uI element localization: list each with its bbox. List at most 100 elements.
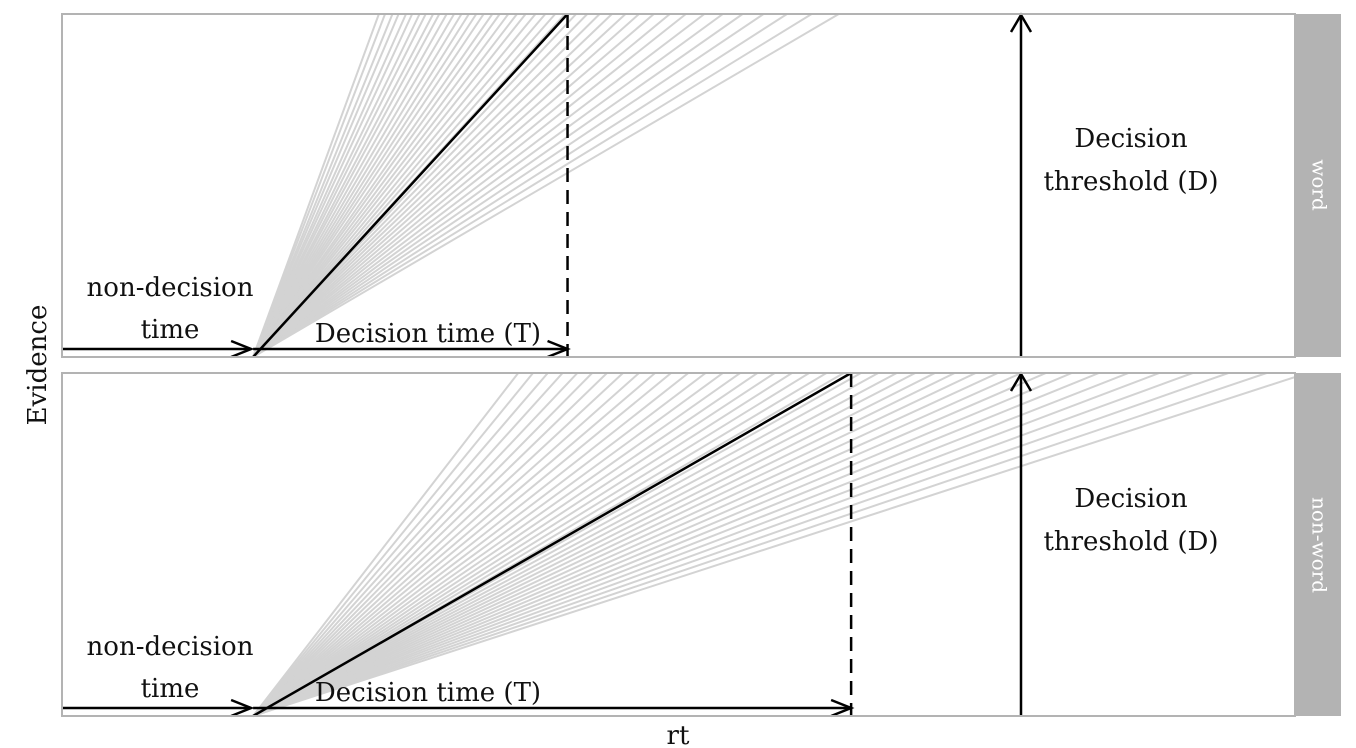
sample-line	[252, 373, 1047, 716]
sample-line	[252, 373, 549, 716]
sample-line	[252, 373, 898, 716]
sample-line	[252, 14, 724, 357]
sample-line	[252, 373, 1194, 716]
sample-line	[252, 373, 1129, 716]
threshold-label-line2: threshold (D)	[1043, 167, 1218, 197]
sample-line	[252, 373, 741, 716]
decision-time-arrowhead	[830, 698, 855, 718]
sample-line	[252, 14, 510, 357]
sample-line	[252, 14, 640, 357]
sample-line	[252, 14, 547, 357]
sample-line	[252, 14, 386, 357]
sample-line	[252, 14, 588, 357]
sample-line	[252, 373, 879, 716]
sample-line	[252, 14, 744, 357]
sample-line	[252, 14, 448, 357]
sample-line	[252, 373, 689, 716]
sample-line	[252, 373, 1073, 716]
threshold-label-line1: Decision	[1074, 484, 1187, 514]
sample-line	[252, 14, 705, 357]
sample-line	[252, 14, 537, 357]
sample-lines	[252, 14, 840, 357]
sample-line	[252, 373, 810, 716]
sample-line	[252, 373, 1160, 716]
sample-line	[252, 373, 672, 716]
sample-line	[252, 373, 707, 716]
sample-line	[252, 373, 999, 716]
nondecision-label-line1: non-decision	[87, 273, 254, 303]
sample-line	[252, 14, 601, 357]
sample-line	[252, 14, 518, 357]
decision-time-label: Decision time (T)	[315, 319, 541, 349]
sample-line	[252, 373, 579, 716]
sample-line	[252, 14, 455, 357]
panel-marks	[62, 12, 1033, 359]
sample-line	[252, 373, 1267, 716]
sample-line	[252, 373, 564, 716]
sample-line	[252, 373, 793, 716]
sample-line	[252, 373, 1229, 716]
nondecision-label-line2: time	[141, 674, 200, 704]
sample-line	[252, 373, 640, 716]
sample-line	[252, 14, 687, 357]
sample-line	[252, 373, 916, 716]
sample-line	[252, 373, 776, 716]
sample-line	[252, 14, 556, 357]
threshold-label-line2: threshold (D)	[1043, 527, 1218, 557]
sample-line	[252, 14, 527, 357]
sample-line	[252, 14, 671, 357]
sample-line	[252, 14, 627, 357]
nondecision-arrowhead	[230, 339, 255, 359]
facet-label: non-word	[1308, 497, 1332, 593]
nondecision-label-line1: non-decision	[87, 632, 254, 662]
sample-line	[252, 14, 788, 357]
sample-line	[252, 14, 463, 357]
sample-line	[252, 14, 655, 357]
panel-marks	[62, 371, 1033, 718]
sample-line	[252, 14, 813, 357]
sample-line	[252, 14, 414, 357]
sample-line	[252, 373, 977, 716]
sample-line	[252, 373, 956, 716]
decision-time-label: Decision time (T)	[315, 678, 541, 708]
sample-line	[252, 373, 656, 716]
sample-line	[252, 375, 1295, 716]
mean-drift-line	[252, 13, 569, 358]
sample-line	[252, 373, 758, 716]
sample-line	[252, 373, 608, 716]
panel-word: word non-decision time Decision time (T)…	[61, 12, 1341, 359]
sample-line	[252, 373, 1100, 716]
sample-line	[252, 14, 765, 357]
sample-line	[252, 373, 936, 716]
y-axis-title: Evidence	[23, 305, 53, 426]
facet-strip	[1296, 14, 1341, 357]
decision-time-arrowhead	[547, 339, 571, 359]
mean-drift-line	[252, 371, 852, 718]
sample-lines	[252, 373, 1295, 716]
sample-line	[252, 14, 613, 357]
sample-line	[252, 14, 478, 357]
panel-non-word: non-word non-decision time Decision time…	[61, 371, 1341, 718]
panel-border	[61, 13, 1296, 358]
sample-line	[252, 373, 724, 716]
facet-strip	[1296, 373, 1341, 716]
sample-line	[252, 14, 400, 357]
nondecision-label-line2: time	[141, 315, 200, 345]
sample-line	[252, 14, 441, 357]
sample-line	[252, 14, 840, 357]
nondecision-arrowhead	[230, 698, 255, 718]
sample-line	[252, 373, 593, 716]
sample-line	[252, 373, 520, 716]
panel-border	[61, 372, 1296, 717]
sample-line	[252, 14, 427, 357]
sample-line	[252, 373, 624, 716]
sample-line	[252, 14, 501, 357]
x-axis-title: rt	[667, 721, 690, 748]
threshold-label-line1: Decision	[1074, 124, 1187, 154]
facet-label: word	[1308, 159, 1332, 211]
sample-line	[252, 14, 494, 357]
sample-line	[252, 373, 827, 716]
sample-line	[252, 373, 534, 716]
sample-line	[252, 373, 1022, 716]
